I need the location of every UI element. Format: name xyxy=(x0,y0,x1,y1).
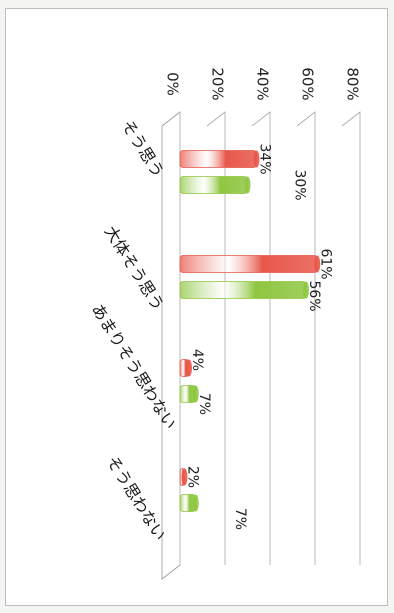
category-label: そう思わない xyxy=(103,452,170,543)
bar-cap xyxy=(303,281,309,299)
bar-cap xyxy=(192,385,199,403)
gridline xyxy=(251,111,271,565)
y-tick-label: 40% xyxy=(254,67,272,100)
y-tick-label: 20% xyxy=(209,67,227,100)
gridline xyxy=(296,111,316,565)
data-label: 56% xyxy=(306,280,322,311)
data-label: 30% xyxy=(292,169,308,200)
bar xyxy=(179,176,248,194)
category-label: あまりそう思わない xyxy=(88,300,180,432)
gridline xyxy=(341,111,361,565)
bar xyxy=(179,255,318,273)
category-label: そう思う xyxy=(118,116,168,180)
axis-floor xyxy=(161,111,181,580)
y-tick-label: 0% xyxy=(164,72,182,96)
data-label: 34% xyxy=(257,143,273,174)
bar xyxy=(179,281,307,299)
y-tick-label: 80% xyxy=(344,67,362,100)
data-label: 61% xyxy=(317,248,333,279)
bar-cap xyxy=(186,359,192,377)
gridlines xyxy=(161,111,361,580)
bar-cap xyxy=(192,494,199,512)
y-tick-label: 60% xyxy=(299,67,317,100)
data-labels: 34% 30% 61%56% 4% 7% 2% 7% xyxy=(185,143,334,530)
bar-cap xyxy=(244,176,251,194)
gridline xyxy=(161,111,181,565)
bar xyxy=(179,150,257,168)
bar-cap xyxy=(314,255,321,273)
gridline xyxy=(206,111,226,565)
y-axis-ticks: 0% 20% 40% 60% 80% xyxy=(164,67,362,100)
bar-cap xyxy=(181,468,188,486)
category-label: 大体そう思う xyxy=(101,222,168,313)
bars xyxy=(179,150,321,512)
data-label: 7% xyxy=(232,508,248,530)
data-label: 2% xyxy=(185,466,201,488)
bar-cap xyxy=(253,150,260,168)
data-label: 7% xyxy=(196,393,212,415)
data-label: 4% xyxy=(189,349,205,371)
